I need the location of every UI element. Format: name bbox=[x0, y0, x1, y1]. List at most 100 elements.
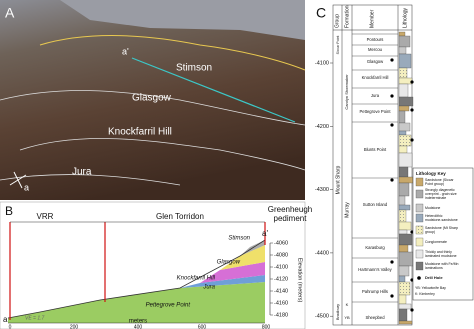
member-label: Glasgow bbox=[367, 59, 384, 64]
member-label: Blunts Point bbox=[364, 147, 387, 152]
lithology-bed bbox=[398, 251, 414, 267]
lithology-bed bbox=[398, 105, 410, 112]
boundary bbox=[9, 222, 266, 320]
y-tick-label: -4400 bbox=[315, 250, 329, 256]
key-label-line: Strongly diagenetic bbox=[425, 188, 455, 192]
y-tick-label: -4200 bbox=[315, 124, 329, 130]
label: YB: Yellowknife Bay bbox=[415, 286, 446, 290]
lithology-bed bbox=[398, 233, 413, 246]
drill-hole bbox=[390, 294, 394, 298]
lithology-bed bbox=[398, 96, 414, 107]
lithology-column bbox=[390, 31, 414, 325]
lithology-bed bbox=[398, 265, 410, 277]
label: YB bbox=[344, 315, 350, 320]
y-tick-label: -4060 bbox=[274, 240, 288, 246]
y-tick-label: -4180 bbox=[274, 312, 288, 318]
lithology-bed bbox=[398, 303, 412, 310]
column-header: Member bbox=[369, 9, 375, 28]
unit-label: Stimson bbox=[228, 236, 250, 242]
member-label: Knockfarril Hill bbox=[362, 75, 389, 80]
key-label: Heterolithic mudstone-sandstone bbox=[425, 214, 458, 222]
lithology-bed bbox=[398, 134, 412, 147]
drill-hole bbox=[410, 138, 414, 142]
layer bbox=[8, 282, 265, 323]
lithology-bed bbox=[398, 31, 406, 37]
contour bbox=[0, 90, 306, 126]
lithology-bed bbox=[398, 53, 412, 69]
key-label-line: Sandstone (Mt Sharp bbox=[425, 226, 458, 230]
group-label: Mount Sharp bbox=[335, 165, 341, 194]
lithology-bed bbox=[398, 35, 411, 48]
y-tick-label: -4100 bbox=[274, 264, 288, 270]
x-tick-label: 200 bbox=[70, 324, 79, 329]
key-label-line: laminations bbox=[425, 266, 443, 270]
unit-label: Knockfarril Hill bbox=[177, 276, 216, 282]
lithology-bed bbox=[398, 281, 411, 296]
key-label-line: Sandstone (Siccar bbox=[425, 178, 454, 182]
key-label: Sandstone (Mt Sharp group) bbox=[425, 226, 458, 234]
drill-hole bbox=[410, 80, 414, 84]
label: a bbox=[3, 315, 8, 324]
distant-terrain bbox=[60, 0, 305, 40]
key-swatch bbox=[415, 225, 424, 235]
group-label: Siccar Point bbox=[336, 36, 340, 55]
y-tick-label: -4120 bbox=[274, 276, 288, 282]
profile-line bbox=[131, 57, 296, 123]
column-header: Group bbox=[334, 14, 340, 28]
member-label: Sheepbed bbox=[365, 315, 385, 320]
key-label-line: laminated mudstone bbox=[425, 254, 457, 258]
label: meters bbox=[129, 319, 147, 325]
formation-label: Murray bbox=[344, 202, 350, 218]
label: a' bbox=[262, 229, 268, 238]
label: Lithology Key bbox=[416, 171, 446, 176]
unit-label: Pettegrove Point bbox=[146, 303, 191, 309]
layer bbox=[180, 275, 265, 288]
label: A bbox=[5, 5, 15, 21]
lithology-bed bbox=[398, 46, 407, 55]
x-tick-label: 400 bbox=[134, 324, 143, 329]
label: B bbox=[5, 204, 13, 218]
key-swatch bbox=[415, 261, 424, 271]
lithology-bed bbox=[398, 204, 411, 211]
lithology-bed bbox=[398, 294, 407, 305]
lithology-bed bbox=[398, 67, 408, 79]
label: K bbox=[346, 302, 349, 307]
key-label-line: Heterolithic bbox=[425, 214, 443, 218]
lithology-bed bbox=[398, 209, 407, 223]
member-label: Mercou bbox=[368, 47, 383, 52]
key-label: Mudstone bbox=[425, 206, 440, 210]
key-label: Mudstone with Fe/Mn laminations bbox=[425, 262, 459, 270]
label: Elevation (meters) bbox=[297, 258, 303, 303]
label: Greenheugh pediment bbox=[268, 205, 312, 223]
lithology-bed bbox=[398, 176, 414, 184]
key-swatch bbox=[415, 249, 424, 259]
lithology-bed bbox=[398, 77, 413, 85]
drill-hole bbox=[410, 308, 414, 312]
label: a bbox=[24, 182, 29, 192]
drill-hole bbox=[417, 276, 421, 280]
place-label: Glasgow bbox=[132, 93, 172, 104]
lithology-bed bbox=[398, 275, 406, 283]
label: Drill Hole bbox=[425, 275, 443, 280]
drill-hole bbox=[390, 58, 394, 62]
drill-hole bbox=[390, 260, 394, 264]
column-header: Lithology bbox=[402, 7, 408, 28]
lithology-bed bbox=[398, 244, 409, 253]
drill-hole bbox=[390, 94, 394, 98]
key-swatch bbox=[415, 213, 424, 223]
terrain-photo bbox=[0, 0, 305, 200]
pediment-outline bbox=[39, 35, 306, 71]
y-tick-label: -4100 bbox=[315, 60, 329, 66]
layer bbox=[200, 262, 265, 283]
key-label-line: mudstone-sandstone bbox=[425, 218, 458, 222]
drill-hole bbox=[410, 108, 414, 112]
group-label: Bradbury bbox=[335, 304, 340, 320]
key-label-line: overprint - grain size bbox=[425, 192, 457, 196]
lithology-bed bbox=[398, 110, 406, 124]
unit-label: Glasgow bbox=[217, 260, 241, 266]
lithology-bed bbox=[398, 195, 406, 206]
y-tick-label: -4080 bbox=[274, 252, 288, 258]
key-label-line: group) bbox=[425, 230, 435, 234]
lithology-bed bbox=[398, 320, 413, 325]
lithology-bed bbox=[398, 152, 413, 168]
